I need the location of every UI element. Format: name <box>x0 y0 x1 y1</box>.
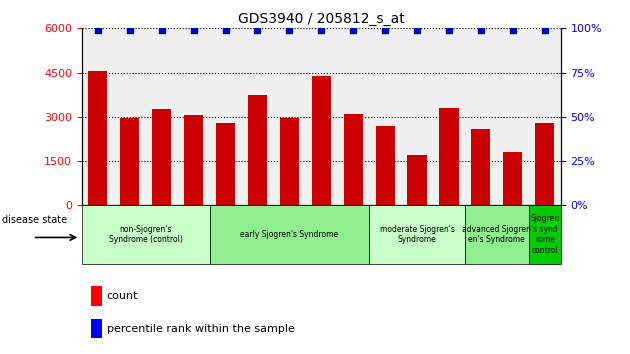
Point <box>348 27 358 33</box>
Point <box>508 27 518 33</box>
Bar <box>465 205 529 264</box>
Text: advanced Sjogren
en's Syndrome: advanced Sjogren en's Syndrome <box>462 225 531 244</box>
Point <box>253 27 263 33</box>
Bar <box>375 126 395 205</box>
Bar <box>184 115 203 205</box>
Point <box>412 27 422 33</box>
Bar <box>529 205 561 264</box>
Point <box>476 27 486 33</box>
Text: percentile rank within the sample: percentile rank within the sample <box>107 324 295 333</box>
Point <box>444 27 454 33</box>
Text: non-Sjogren's
Syndrome (control): non-Sjogren's Syndrome (control) <box>109 225 183 244</box>
Text: early Sjogren's Syndrome: early Sjogren's Syndrome <box>240 230 338 239</box>
Point <box>380 27 390 33</box>
Bar <box>343 114 363 205</box>
Point <box>284 27 294 33</box>
Bar <box>210 205 369 264</box>
Point <box>540 27 550 33</box>
Text: disease state: disease state <box>2 215 67 225</box>
Bar <box>369 205 465 264</box>
Point <box>220 27 231 33</box>
Bar <box>280 118 299 205</box>
Bar <box>120 118 139 205</box>
Point <box>157 27 167 33</box>
Bar <box>91 319 102 338</box>
Text: Sjogren
's synd
rome
control: Sjogren 's synd rome control <box>530 215 559 255</box>
Point <box>125 27 135 33</box>
Point <box>188 27 198 33</box>
Bar <box>503 152 522 205</box>
Bar <box>82 205 210 264</box>
Bar <box>439 108 459 205</box>
Point <box>93 27 103 33</box>
Bar <box>91 286 102 306</box>
Point <box>316 27 326 33</box>
Bar <box>216 123 235 205</box>
Bar <box>248 95 267 205</box>
Title: GDS3940 / 205812_s_at: GDS3940 / 205812_s_at <box>238 12 404 26</box>
Bar <box>312 75 331 205</box>
Text: moderate Sjogren's
Syndrome: moderate Sjogren's Syndrome <box>380 225 454 244</box>
Bar <box>408 155 427 205</box>
Bar <box>535 123 554 205</box>
Bar <box>88 71 108 205</box>
Bar <box>152 109 171 205</box>
Bar <box>471 129 491 205</box>
Text: count: count <box>107 291 139 301</box>
